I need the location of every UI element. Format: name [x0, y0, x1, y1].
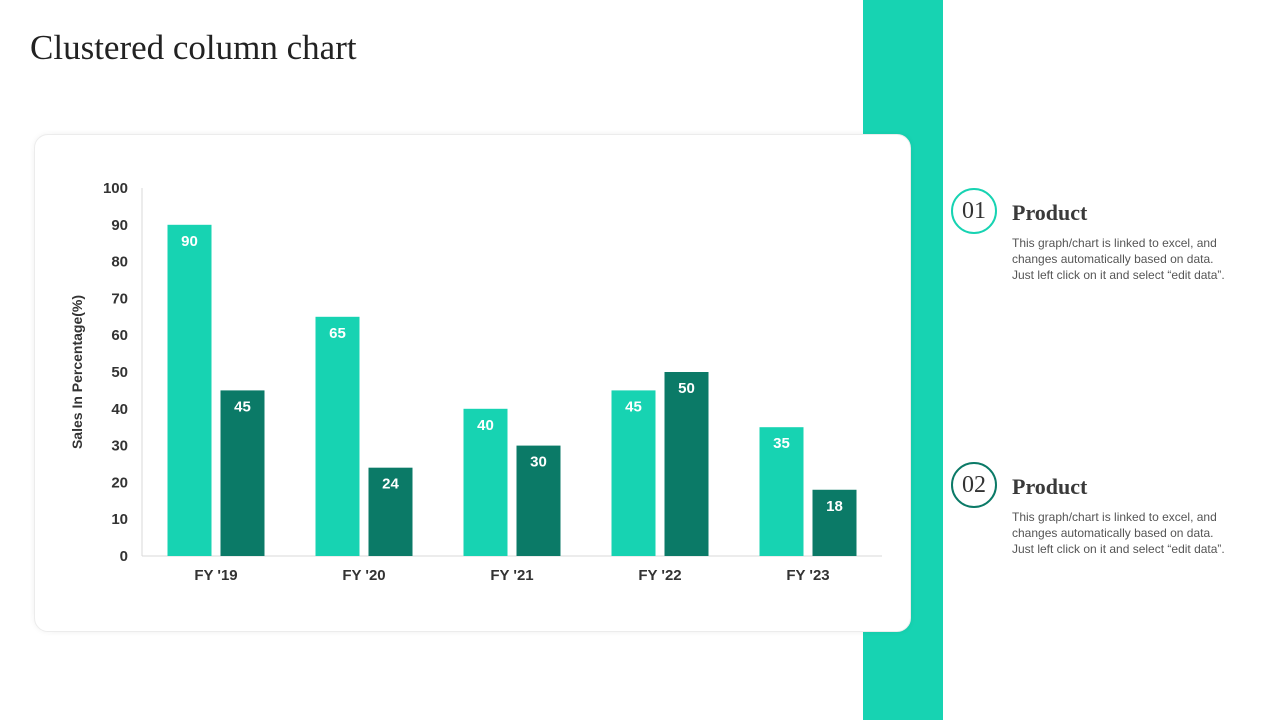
bar-2-3 — [516, 445, 561, 556]
bar-value-label: 35 — [773, 435, 790, 452]
product-title: Product — [1012, 474, 1088, 499]
bars — [167, 224, 857, 557]
y-tick-label: 50 — [111, 364, 128, 381]
y-tick-label: 60 — [111, 327, 128, 344]
y-tick-label: 20 — [111, 474, 128, 491]
bar-value-label: 18 — [826, 498, 843, 515]
bar-value-label: 45 — [234, 398, 251, 415]
y-tick-label: 40 — [111, 401, 128, 418]
x-tick-label: FY '19 — [194, 567, 237, 584]
bar-labels: 90 45 65 24 40 30 45 50 35 18 — [181, 233, 843, 515]
bar-2-4 — [664, 372, 709, 556]
bar-value-label: 90 — [181, 233, 198, 250]
product-number-badge: 01 — [951, 188, 997, 234]
bar-value-label: 30 — [530, 454, 547, 471]
bar-1-5 — [759, 427, 804, 556]
bar-value-label: 65 — [329, 325, 346, 342]
y-tick-label: 70 — [111, 290, 128, 307]
bar-value-label: 40 — [477, 417, 494, 434]
y-tick-label: 10 — [111, 511, 128, 528]
product-description: This graph/chart is linked to excel, and… — [1012, 510, 1225, 556]
y-tick-label: 90 — [111, 217, 128, 234]
x-tick-label: FY '21 — [490, 567, 533, 584]
x-tick-label: FY '22 — [638, 567, 681, 584]
bar-1-4 — [611, 390, 656, 556]
bar-value-label: 45 — [625, 398, 642, 415]
bar-2-5 — [812, 489, 857, 556]
y-tick-label: 80 — [111, 254, 128, 271]
bar-1-3 — [463, 408, 508, 556]
bar-2-2 — [368, 467, 413, 556]
bar-value-label: 50 — [678, 380, 695, 397]
y-tick-label: 0 — [120, 548, 128, 565]
bar-2-1 — [220, 390, 265, 556]
y-tick-label: 100 — [103, 180, 128, 197]
bar-value-label: 24 — [382, 476, 399, 493]
page-title: Clustered column chart — [30, 28, 357, 67]
x-axis-ticks: FY '19 FY '20 FY '21 FY '22 FY '23 — [194, 567, 829, 584]
product-number-badge: 02 — [951, 462, 997, 508]
product-description: This graph/chart is linked to excel, and… — [1012, 236, 1225, 282]
y-tick-label: 30 — [111, 438, 128, 455]
product-title: Product — [1012, 200, 1088, 225]
x-tick-label: FY '23 — [786, 567, 829, 584]
bar-1-1 — [167, 224, 212, 557]
y-axis-title: Sales In Percentage(%) — [69, 295, 85, 449]
y-axis-ticks: 0 10 20 30 40 50 60 70 80 90 100 — [103, 180, 128, 565]
bar-1-2 — [315, 316, 360, 556]
x-tick-label: FY '20 — [342, 567, 385, 584]
